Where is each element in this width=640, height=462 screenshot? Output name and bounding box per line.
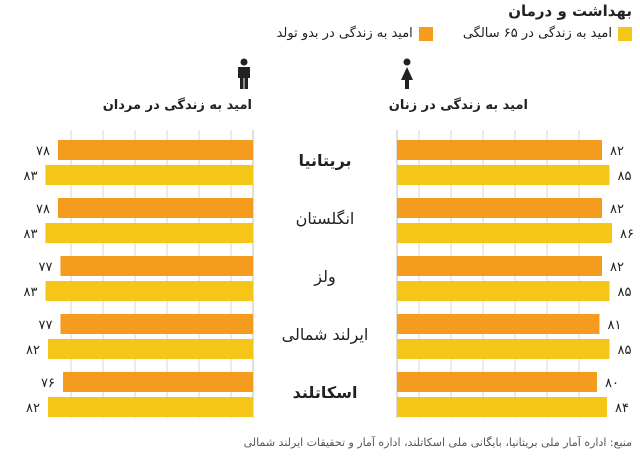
female-data-label: ۸۵ bbox=[618, 169, 632, 184]
male-data-label: ۸۳ bbox=[24, 285, 38, 300]
male-bar bbox=[58, 140, 253, 160]
legend-item-age65: امید به زندگی در ۶۵ سالگی bbox=[463, 26, 632, 41]
female-bar bbox=[397, 140, 602, 160]
male-person-icon bbox=[238, 58, 250, 89]
female-bar bbox=[397, 198, 602, 218]
male-data-label: ۸۲ bbox=[26, 401, 40, 416]
male-bar bbox=[60, 256, 253, 276]
female-bar bbox=[397, 314, 600, 334]
male-data-label: ۷۷ bbox=[39, 260, 53, 275]
male-data-label: ۷۶ bbox=[41, 376, 55, 391]
female-data-label: ۸۴ bbox=[615, 401, 629, 416]
male-bar bbox=[58, 198, 253, 218]
female-data-label: ۸۲ bbox=[610, 144, 624, 159]
male-bar bbox=[45, 165, 253, 185]
female-bar bbox=[397, 256, 602, 276]
female-bar bbox=[397, 223, 612, 243]
male-data-label: ۸۳ bbox=[24, 169, 38, 184]
legend-swatch-birth bbox=[418, 26, 433, 41]
female-data-label: ۸۵ bbox=[618, 343, 632, 358]
legend: امید به زندگی در ۶۵ سالگی امید به زندگی … bbox=[277, 26, 632, 41]
legend-swatch-age65 bbox=[618, 26, 632, 41]
category-label: ایرلند شمالی bbox=[282, 325, 369, 345]
male-data-label: ۸۳ bbox=[24, 227, 38, 242]
male-bar bbox=[45, 281, 253, 301]
source-note: منبع: اداره آمار ملی بریتانیا، بایگانی م… bbox=[243, 436, 632, 449]
female-person-icon bbox=[401, 58, 413, 89]
female-bar bbox=[397, 372, 597, 392]
male-bar bbox=[48, 339, 253, 359]
category-label: انگلستان bbox=[296, 209, 355, 228]
category-label: ولز bbox=[313, 267, 335, 287]
female-panel-title: امید به زندگی در زنان bbox=[388, 98, 528, 113]
legend-item-birth: امید به زندگی در بدو تولد bbox=[277, 26, 433, 41]
male-bar bbox=[45, 223, 253, 243]
female-data-label: ۸۲ bbox=[610, 260, 624, 275]
male-data-label: ۸۲ bbox=[26, 343, 40, 358]
female-bar bbox=[397, 281, 610, 301]
female-data-label: ۸۱ bbox=[608, 318, 622, 333]
female-bar bbox=[397, 165, 610, 185]
male-bar bbox=[48, 397, 253, 417]
bar-chart: بریتانیا ۸۲ ۸۵ ۷۸ ۸۳ انگلستان ۸۲ ۸۶ ۷۸ ۸۳ ولز ۸۲ ۸۵ ۷… bbox=[24, 130, 634, 418]
male-panel-title: امید به زندگی در مردان bbox=[102, 98, 252, 113]
chart-title: بهداشت و درمان bbox=[508, 2, 632, 20]
female-bar bbox=[397, 397, 607, 417]
female-data-label: ۸۲ bbox=[610, 202, 624, 217]
male-data-label: ۷۸ bbox=[36, 144, 50, 159]
category-label: بریتانیا bbox=[298, 151, 351, 170]
female-data-label: ۸۶ bbox=[620, 227, 634, 242]
male-data-label: ۷۸ bbox=[36, 202, 50, 217]
category-label: اسکاتلند bbox=[293, 383, 358, 402]
male-data-label: ۷۷ bbox=[39, 318, 53, 333]
female-bar bbox=[397, 339, 610, 359]
female-data-label: ۸۵ bbox=[618, 285, 632, 300]
legend-label-birth: امید به زندگی در بدو تولد bbox=[276, 26, 413, 41]
male-bar bbox=[60, 314, 253, 334]
male-bar bbox=[63, 372, 253, 392]
legend-label-age65: امید به زندگی در ۶۵ سالگی bbox=[462, 26, 612, 41]
female-data-label: ۸۰ bbox=[605, 376, 619, 391]
